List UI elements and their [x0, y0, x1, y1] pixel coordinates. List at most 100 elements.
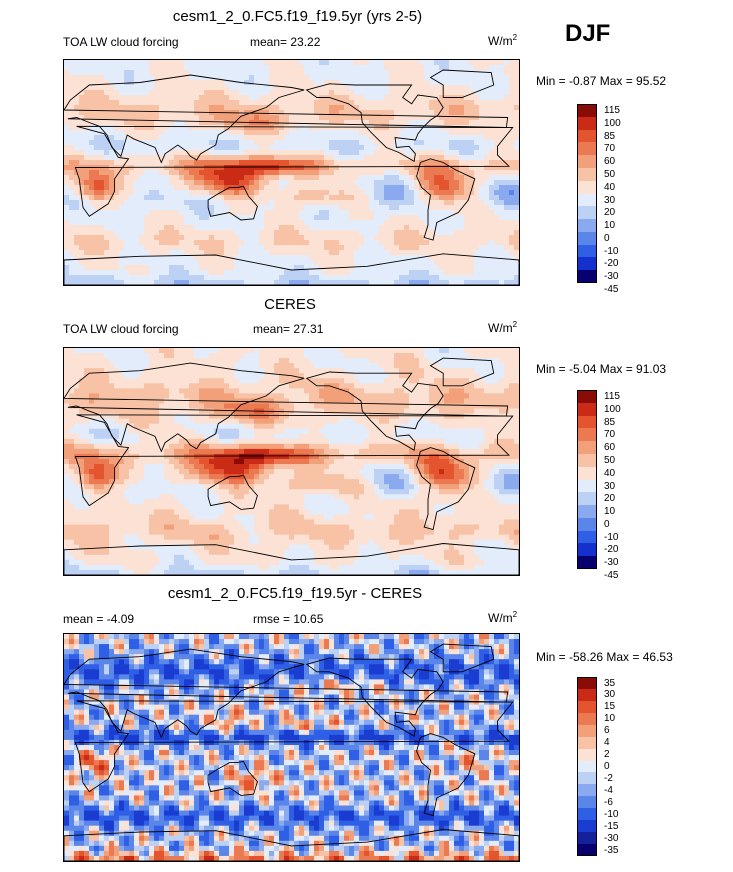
panel2-minmax: Min = -5.04 Max = 91.03	[536, 362, 667, 376]
colorbar-tick-label: 60	[604, 156, 616, 168]
panel3-left-label: mean = -4.09	[63, 612, 135, 626]
coastline	[429, 643, 495, 673]
colorbar-tick-label: -15	[604, 820, 619, 832]
panel3-title: cesm1_2_0.FC5.f19_f19.5yr - CERES	[167, 585, 423, 602]
panel3-rmse: rmse = 10.65	[253, 612, 324, 626]
colorbar-tick-label: -10	[604, 531, 619, 543]
colorbar-tick-label: 100	[604, 403, 621, 415]
colorbar-swatch	[577, 257, 597, 271]
panel2-title: CERES	[264, 296, 316, 313]
coastline	[207, 474, 258, 510]
colorbar-swatch	[577, 104, 597, 118]
colorbar-swatch	[577, 441, 597, 455]
colorbar-swatch	[577, 736, 597, 750]
colorbar-swatch	[577, 479, 597, 493]
colorbar-tick-label: 50	[604, 168, 616, 180]
coastline	[207, 760, 258, 796]
colorbar-swatch	[577, 219, 597, 233]
colorbar-tick-label: -45	[604, 570, 619, 582]
coastline	[74, 700, 514, 793]
colorbar-swatch	[577, 155, 597, 169]
colorbar-tick-label: -45	[604, 284, 619, 296]
colorbar-swatch	[577, 231, 597, 246]
colorbar-tick-label: -20	[604, 544, 619, 556]
panel2-left-label: TOA LW cloud forcing	[63, 322, 179, 336]
panel1-title: cesm1_2_0.FC5.f19_f19.5yr (yrs 2-5)	[172, 8, 423, 25]
colorbar-tick-label: 100	[604, 117, 621, 129]
colorbar-swatch	[577, 517, 597, 532]
colorbar-tick-label: 15	[604, 701, 616, 713]
colorbar-swatch	[577, 772, 597, 785]
colorbar-swatch	[577, 688, 597, 702]
colorbar-tick-label: -30	[604, 832, 619, 844]
colorbar-swatch	[577, 808, 597, 821]
colorbar-tick-label: 115	[604, 105, 620, 117]
colorbar-tick-label: 30	[604, 480, 616, 492]
colorbar-tick-label: 40	[604, 467, 616, 479]
coastline	[416, 733, 476, 817]
colorbar-tick-label: 4	[604, 737, 610, 749]
colorbar-tick-label: 70	[604, 429, 616, 441]
colorbar-swatch	[577, 796, 597, 809]
colorbar-tick-label: 50	[604, 454, 616, 466]
colorbar-swatch	[577, 402, 597, 417]
colorbar-tick-label: -30	[604, 271, 619, 283]
coastline	[64, 543, 519, 575]
panel3-map	[63, 633, 520, 862]
panel1-units: W/m2	[488, 33, 518, 48]
colorbar-swatch	[577, 116, 597, 131]
panel1-mean: mean= 23.22	[250, 35, 321, 49]
season-label: DJF	[565, 20, 611, 47]
coastline	[429, 69, 495, 98]
coastline	[64, 648, 509, 739]
colorbar-swatch	[577, 193, 597, 207]
colorbar-tick-label: -6	[604, 796, 613, 808]
colorbar-tick-label: -4	[604, 784, 613, 796]
colorbar-swatch	[577, 530, 597, 544]
coastline	[74, 414, 514, 507]
coastline	[64, 362, 509, 453]
panel1-left-label: TOA LW cloud forcing	[63, 35, 179, 49]
colorbar-swatch	[577, 677, 597, 690]
colorbar-swatch	[577, 167, 597, 182]
colorbar-swatch	[577, 428, 597, 442]
colorbar-tick-label: 0	[604, 232, 610, 244]
coastline	[207, 185, 258, 221]
colorbar-swatch	[577, 832, 597, 845]
panel2-map	[63, 347, 520, 576]
colorbar-tick-label: -30	[604, 557, 619, 569]
colorbar-tick-label: 30	[604, 194, 616, 206]
colorbar-tick-label: 70	[604, 143, 616, 155]
colorbar-swatch	[577, 466, 597, 480]
colorbar-swatch	[577, 129, 597, 143]
colorbar-tick-label: -20	[604, 258, 619, 270]
colorbar-tick-label: -10	[604, 245, 619, 257]
coastline	[74, 125, 514, 217]
panel1-map	[63, 59, 520, 286]
panel3-minmax: Min = -58.26 Max = 46.53	[536, 650, 673, 664]
colorbar-tick-label: 0	[604, 518, 610, 530]
colorbar-swatch	[577, 844, 597, 857]
colorbar-tick-label: 30	[604, 689, 616, 701]
colorbar-swatch	[577, 760, 597, 773]
coastline	[429, 357, 495, 387]
colorbar-tick-label: 0	[604, 761, 610, 773]
colorbar-tick-label: 115	[604, 391, 620, 403]
colorbar-tick-label: -35	[604, 844, 619, 856]
colorbar-swatch	[577, 453, 597, 468]
colorbar-tick-label: -2	[604, 773, 613, 785]
coastline	[305, 371, 444, 451]
colorbar-tick-label: 10	[604, 220, 616, 232]
panel3-units: W/m2	[488, 610, 518, 625]
colorbar-swatch	[577, 724, 597, 738]
colorbar-swatch	[577, 415, 597, 429]
colorbar-tick-label: 40	[604, 181, 616, 193]
colorbar-swatch	[577, 244, 597, 258]
colorbar-tick-label: 85	[604, 130, 616, 142]
colorbar-tick-label: 20	[604, 493, 616, 505]
colorbar-swatch	[577, 142, 597, 156]
colorbar-swatch	[577, 543, 597, 557]
coastline	[64, 253, 519, 285]
colorbar-swatch	[577, 390, 597, 404]
colorbar-tick-label: 60	[604, 442, 616, 454]
